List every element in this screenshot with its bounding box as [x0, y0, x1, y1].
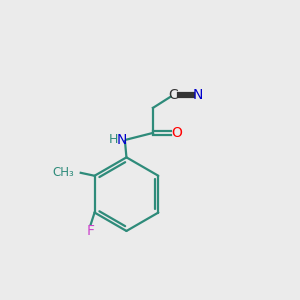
Text: F: F	[86, 224, 94, 238]
Text: N: N	[117, 133, 127, 147]
Text: O: O	[171, 126, 182, 140]
Text: H: H	[109, 133, 119, 146]
Text: N: N	[193, 88, 203, 102]
Text: CH₃: CH₃	[52, 166, 74, 179]
Text: C: C	[169, 88, 178, 102]
